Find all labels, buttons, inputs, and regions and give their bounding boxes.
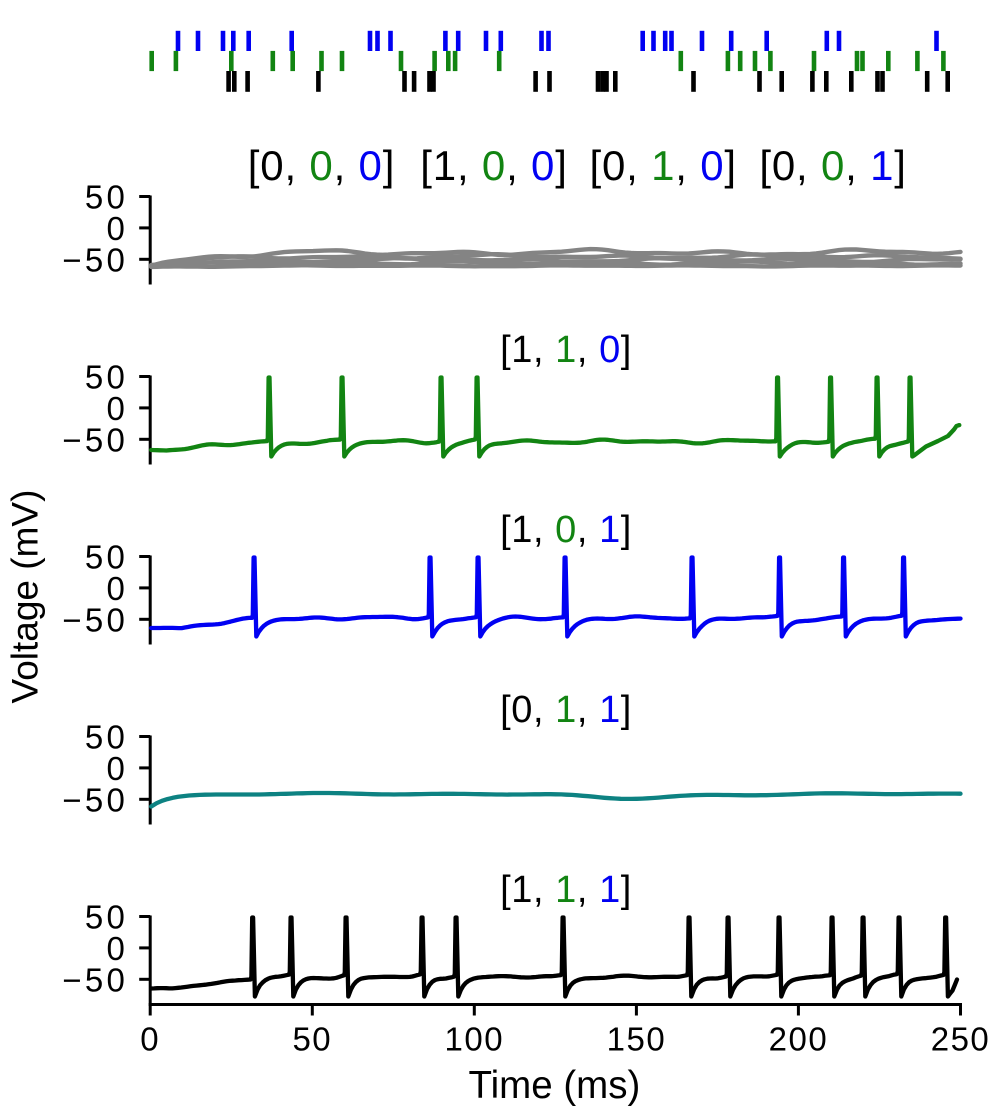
svg-text:−50: −50	[62, 601, 128, 638]
svg-text:[1, 1, 1]: [1, 1, 1]	[500, 869, 632, 911]
svg-text:150: 150	[607, 1020, 667, 1057]
svg-text:[0, 0, 0]: [0, 0, 0]	[248, 142, 395, 189]
svg-text:[1, 0, 1]: [1, 0, 1]	[500, 509, 632, 551]
svg-text:50: 50	[85, 899, 128, 936]
svg-text:0: 0	[106, 750, 128, 787]
svg-text:[1, 0, 0]: [1, 0, 0]	[420, 142, 567, 189]
svg-text:[1, 1, 0]: [1, 1, 0]	[500, 329, 632, 371]
svg-text:250: 250	[931, 1020, 991, 1057]
svg-text:−50: −50	[62, 241, 128, 278]
svg-text:−50: −50	[62, 421, 128, 458]
svg-text:0: 0	[140, 1020, 160, 1057]
svg-text:50: 50	[85, 359, 128, 396]
svg-text:−50: −50	[62, 961, 128, 998]
svg-text:200: 200	[769, 1020, 829, 1057]
svg-text:Voltage (mV): Voltage (mV)	[5, 490, 46, 704]
svg-text:[0, 1, 0]: [0, 1, 0]	[590, 142, 737, 189]
svg-text:50: 50	[85, 179, 128, 216]
svg-text:100: 100	[445, 1020, 505, 1057]
svg-text:0: 0	[106, 210, 128, 247]
svg-text:[0, 1, 1]: [0, 1, 1]	[500, 689, 632, 731]
svg-text:Time (ms): Time (ms)	[469, 1064, 641, 1107]
svg-text:50: 50	[85, 719, 128, 756]
svg-text:50: 50	[85, 539, 128, 576]
svg-text:50: 50	[292, 1020, 332, 1057]
svg-text:0: 0	[106, 930, 128, 967]
svg-text:[0, 0, 1]: [0, 0, 1]	[759, 142, 906, 189]
svg-text:0: 0	[106, 390, 128, 427]
svg-text:0: 0	[106, 570, 128, 607]
svg-text:−50: −50	[62, 781, 128, 818]
